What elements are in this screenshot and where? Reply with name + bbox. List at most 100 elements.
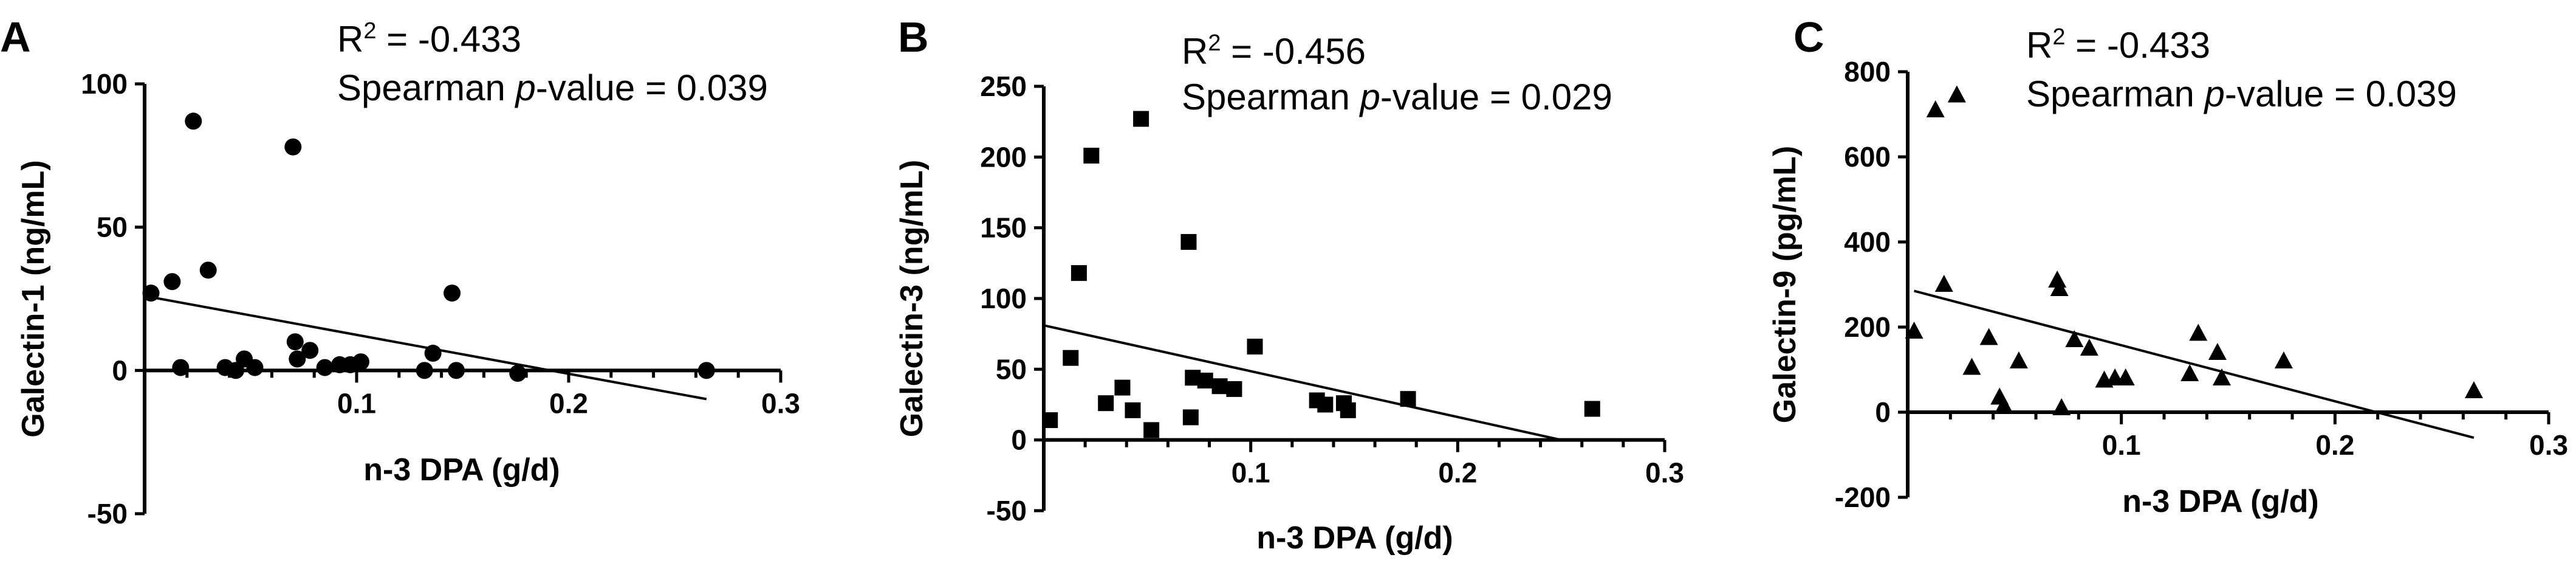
data-point bbox=[1211, 378, 1228, 395]
data-point bbox=[2208, 343, 2227, 360]
data-point bbox=[2080, 339, 2098, 356]
y-tick-label: 0 bbox=[112, 354, 128, 386]
data-point bbox=[1063, 350, 1079, 366]
spearman-annotation: Spearman p-value = 0.039 bbox=[337, 67, 768, 108]
data-point bbox=[2009, 351, 2028, 368]
data-point bbox=[1133, 111, 1149, 127]
data-point bbox=[1947, 85, 1966, 103]
spearman-prefix: Spearman bbox=[1182, 77, 1360, 117]
data-point bbox=[2065, 330, 2084, 347]
data-point bbox=[2189, 323, 2208, 341]
spearman-prefix: Spearman bbox=[337, 67, 516, 108]
r-squared-value: = -0.456 bbox=[1221, 31, 1366, 72]
data-point bbox=[1182, 409, 1199, 426]
data-point bbox=[1962, 357, 1981, 375]
data-point bbox=[2052, 398, 2071, 415]
data-point bbox=[416, 362, 433, 379]
y-tick-label: 200 bbox=[1844, 311, 1891, 343]
y-tick-label: 400 bbox=[1844, 226, 1891, 258]
spearman-p: p bbox=[515, 67, 536, 108]
y-tick-label: 150 bbox=[980, 212, 1027, 244]
spearman-prefix: Spearman bbox=[2026, 74, 2205, 114]
r-squared-annotation: R2 = -0.433 bbox=[2026, 24, 2210, 66]
x-tick-label: 0.2 bbox=[549, 387, 588, 419]
x-tick-label: 0.3 bbox=[1645, 457, 1684, 489]
panel-b: B R2 = -0.456 Spearman p-value = 0.029 -50 0… bbox=[894, 13, 1684, 556]
spearman-p: p bbox=[1359, 77, 1380, 117]
data-point bbox=[1070, 265, 1087, 281]
r-squared-symbol: R bbox=[337, 19, 363, 60]
x-tick-label: 0.1 bbox=[1231, 457, 1270, 489]
x-tick-label: 0.3 bbox=[2529, 429, 2568, 461]
regression-line bbox=[1043, 324, 1562, 441]
r-squared-symbol: R bbox=[2026, 25, 2052, 66]
panel-c: C R2 = -0.433 Spearman p-value = 0.039 -200… bbox=[1767, 13, 2568, 519]
r-squared-annotation: R2 = -0.456 bbox=[1182, 30, 1366, 72]
data-point bbox=[199, 261, 217, 279]
y-tick-label: 50 bbox=[996, 353, 1027, 385]
x-tick-label: 0.1 bbox=[2102, 429, 2141, 461]
x-axis-title: n-3 DPA (g/d) bbox=[2122, 484, 2319, 519]
y-axis-title: Galectin-9 (pg/mL) bbox=[1767, 146, 1803, 423]
y-tick-label: -50 bbox=[87, 498, 128, 530]
y-tick-label: 50 bbox=[97, 212, 128, 243]
spearman-value: -value = 0.039 bbox=[2225, 74, 2457, 114]
data-point bbox=[1934, 275, 1953, 292]
data-point bbox=[1400, 391, 1416, 407]
spearman-p: p bbox=[2204, 74, 2225, 114]
data-point bbox=[163, 273, 181, 291]
r-squared-annotation: R2 = -0.433 bbox=[337, 18, 521, 60]
data-point bbox=[1042, 412, 1058, 429]
y-axis-title: Galectin-3 (ng/mL) bbox=[894, 160, 930, 437]
x-axis-title: n-3 DPA (g/d) bbox=[363, 452, 560, 488]
panel-letter: B bbox=[898, 13, 929, 61]
y-axis-title: Galectin-1 (ng/mL) bbox=[16, 160, 51, 437]
data-point bbox=[2048, 271, 2067, 288]
y-tick-label: 100 bbox=[980, 283, 1027, 314]
data-point bbox=[1926, 100, 1945, 117]
data-point bbox=[316, 359, 334, 376]
r-squared-value: = -0.433 bbox=[376, 19, 521, 60]
data-point bbox=[1098, 395, 1114, 412]
data-point bbox=[444, 285, 461, 302]
data-point bbox=[2212, 368, 2231, 385]
x-tick-label: 0.2 bbox=[2315, 429, 2354, 461]
y-tick-label: 0 bbox=[1875, 396, 1891, 428]
panel-letter: A bbox=[0, 13, 31, 61]
x-tick-label: 0.3 bbox=[761, 387, 800, 419]
data-point bbox=[1143, 422, 1160, 438]
y-tick-label: 600 bbox=[1844, 141, 1891, 173]
data-point bbox=[2274, 351, 2293, 368]
data-point bbox=[301, 342, 319, 359]
y-tick-label: -50 bbox=[987, 495, 1027, 526]
data-point bbox=[1905, 322, 1923, 339]
x-tick-label: 0.2 bbox=[1438, 457, 1477, 489]
data-point bbox=[509, 365, 527, 382]
panel-a: A R2 = -0.433 Spearman p-value = 0.039 -50 0… bbox=[0, 13, 800, 530]
data-point bbox=[352, 353, 369, 371]
data-point bbox=[2116, 368, 2135, 385]
data-point bbox=[448, 362, 465, 379]
data-point bbox=[2464, 381, 2483, 398]
regression-line bbox=[1914, 289, 2475, 439]
spearman-annotation: Spearman p-value = 0.029 bbox=[1182, 77, 1612, 117]
r-squared-superscript: 2 bbox=[1208, 30, 1221, 56]
y-tick-label: 800 bbox=[1844, 56, 1891, 88]
r-squared-superscript: 2 bbox=[2052, 24, 2065, 50]
data-point bbox=[289, 350, 306, 368]
data-point bbox=[697, 362, 715, 379]
y-tick-label: 200 bbox=[980, 141, 1027, 173]
data-point bbox=[1979, 328, 1998, 345]
data-point bbox=[1317, 396, 1334, 413]
data-point bbox=[1083, 148, 1100, 164]
data-point bbox=[172, 359, 190, 376]
r-squared-superscript: 2 bbox=[363, 18, 376, 44]
data-point bbox=[1125, 402, 1141, 418]
data-point bbox=[142, 285, 160, 302]
y-tick-label: 0 bbox=[1011, 424, 1027, 456]
data-point bbox=[2050, 279, 2069, 296]
spearman-value: -value = 0.039 bbox=[536, 67, 768, 108]
y-tick-label: 100 bbox=[81, 68, 128, 100]
x-axis-title: n-3 DPA (g/d) bbox=[1256, 520, 1453, 556]
